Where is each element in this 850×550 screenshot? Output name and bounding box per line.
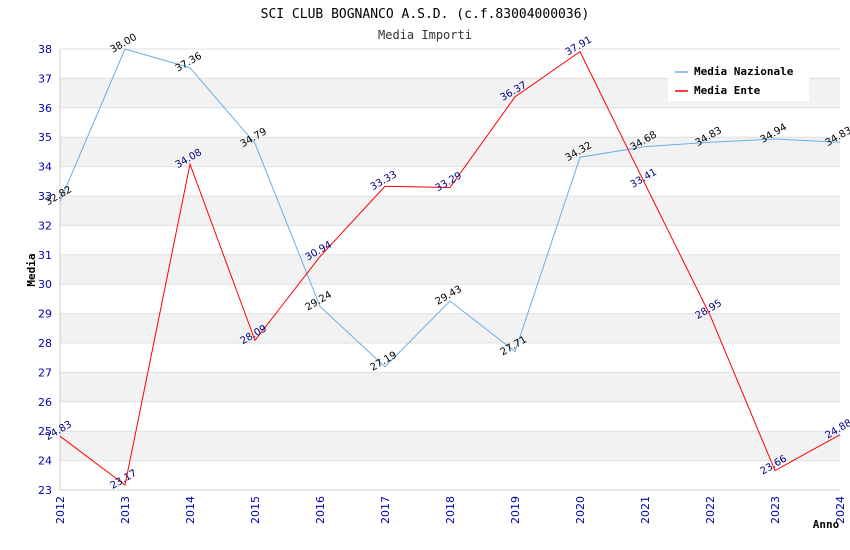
y-tick-label: 38 bbox=[38, 43, 52, 56]
chart-title: SCI CLUB BOGNANCO A.S.D. (c.f.8300400003… bbox=[261, 7, 590, 22]
x-tick-label: 2015 bbox=[249, 496, 262, 524]
x-tick-label: 2018 bbox=[444, 496, 457, 524]
legend-label-ente: Media Ente bbox=[694, 84, 761, 97]
x-tick-label: 2020 bbox=[574, 496, 587, 524]
data-label-nazionale: 37.36 bbox=[174, 51, 204, 75]
series-line-nazionale bbox=[59, 48, 841, 368]
data-label-ente: 33.33 bbox=[369, 169, 399, 193]
data-label-ente: 33.29 bbox=[434, 170, 464, 194]
x-tick-label: 2016 bbox=[314, 496, 327, 524]
y-tick-label: 28 bbox=[38, 337, 52, 350]
y-tick-label: 29 bbox=[38, 308, 52, 321]
y-tick-label: 35 bbox=[38, 131, 52, 144]
x-axis-ticks: 2012 2013 2014 2015 2016 2017 2018 2019 2020 2021… bbox=[54, 496, 847, 524]
y-tick-label: 23 bbox=[38, 484, 52, 497]
y-tick-label: 26 bbox=[38, 396, 52, 409]
data-label-ente: 37.91 bbox=[564, 35, 594, 59]
data-label-nazionale: 29.24 bbox=[304, 289, 334, 313]
axes bbox=[59, 49, 840, 491]
y-tick-label: 32 bbox=[38, 219, 52, 232]
legend-box bbox=[668, 60, 809, 101]
x-tick-label: 2019 bbox=[509, 496, 522, 524]
grid-band bbox=[60, 372, 840, 402]
x-axis-label: Anno bbox=[813, 518, 840, 531]
grid-band bbox=[60, 431, 840, 461]
y-tick-label: 34 bbox=[38, 161, 52, 174]
x-tick-label: 2021 bbox=[639, 496, 652, 524]
x-tick-label: 2022 bbox=[704, 496, 717, 524]
data-label-nazionale: 29.43 bbox=[434, 284, 464, 308]
data-label-ente: 23.17 bbox=[109, 468, 139, 492]
x-tick-label: 2014 bbox=[184, 496, 197, 524]
x-tick-label: 2024 bbox=[834, 496, 847, 524]
legend: Media Nazionale Media Ente bbox=[668, 60, 809, 101]
x-tick-label: 2012 bbox=[54, 496, 67, 524]
y-tick-label: 27 bbox=[38, 366, 52, 379]
grid-bands bbox=[60, 78, 840, 461]
y-tick-label: 33 bbox=[38, 190, 52, 203]
y-axis-ticks: 23 24 25 26 27 28 29 30 31 32 33 34 35 36 37 38 bbox=[38, 43, 52, 497]
series-lines bbox=[59, 48, 841, 486]
y-tick-label: 30 bbox=[38, 278, 52, 291]
grid-band bbox=[60, 313, 840, 343]
x-tick-label: 2017 bbox=[379, 496, 392, 524]
grid-band bbox=[60, 196, 840, 226]
y-tick-label: 36 bbox=[38, 102, 52, 115]
legend-label-nazionale: Media Nazionale bbox=[694, 65, 794, 78]
grid-lines bbox=[60, 48, 840, 491]
y-tick-label: 37 bbox=[38, 72, 52, 85]
x-tick-label: 2023 bbox=[769, 496, 782, 524]
chart-subtitle: Media Importi bbox=[378, 28, 472, 42]
y-axis-label: Media bbox=[25, 253, 38, 286]
data-label-nazionale: 27.19 bbox=[369, 350, 399, 374]
y-tick-label: 31 bbox=[38, 249, 52, 262]
y-tick-label: 24 bbox=[38, 455, 52, 468]
series-line-ente bbox=[59, 50, 841, 486]
data-label-ente: 33.41 bbox=[629, 167, 659, 191]
x-tick-label: 2013 bbox=[119, 496, 132, 524]
grid-band bbox=[60, 254, 840, 285]
y-tick-label: 25 bbox=[38, 425, 52, 438]
